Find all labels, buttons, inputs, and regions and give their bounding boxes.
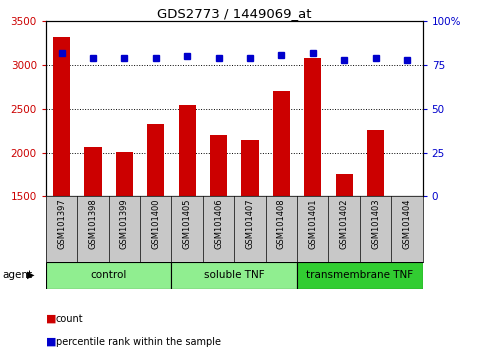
Bar [273, 91, 290, 328]
Bar [147, 124, 164, 328]
Text: GSM101402: GSM101402 [340, 199, 349, 249]
Title: GDS2773 / 1449069_at: GDS2773 / 1449069_at [157, 7, 312, 20]
Text: GSM101398: GSM101398 [88, 199, 98, 249]
Bar [336, 174, 353, 328]
Text: ■: ■ [46, 314, 57, 324]
Bar [297, 262, 423, 289]
Text: GSM101400: GSM101400 [151, 199, 160, 249]
Bar [179, 105, 196, 328]
Text: GSM101404: GSM101404 [402, 199, 412, 249]
Bar [46, 262, 171, 289]
Text: GSM101406: GSM101406 [214, 199, 223, 249]
Text: GSM101405: GSM101405 [183, 199, 192, 249]
Text: soluble TNF: soluble TNF [204, 270, 265, 280]
Text: ▶: ▶ [27, 270, 34, 280]
Bar [171, 262, 297, 289]
Bar [85, 147, 101, 328]
Bar [367, 130, 384, 328]
Text: GSM101408: GSM101408 [277, 199, 286, 249]
Bar [304, 58, 321, 328]
Bar [210, 135, 227, 328]
Bar [53, 37, 70, 328]
Text: agent: agent [2, 270, 32, 280]
Text: GSM101401: GSM101401 [308, 199, 317, 249]
Text: control: control [90, 270, 127, 280]
Bar [398, 196, 415, 328]
Bar [242, 141, 258, 328]
Text: GSM101407: GSM101407 [245, 199, 255, 249]
Text: GSM101403: GSM101403 [371, 199, 380, 249]
Text: GSM101399: GSM101399 [120, 199, 129, 249]
Text: percentile rank within the sample: percentile rank within the sample [56, 337, 221, 347]
Text: GSM101397: GSM101397 [57, 199, 66, 249]
Bar [116, 152, 133, 328]
Text: transmembrane TNF: transmembrane TNF [306, 270, 413, 280]
Text: ■: ■ [46, 337, 57, 347]
Text: count: count [56, 314, 83, 324]
